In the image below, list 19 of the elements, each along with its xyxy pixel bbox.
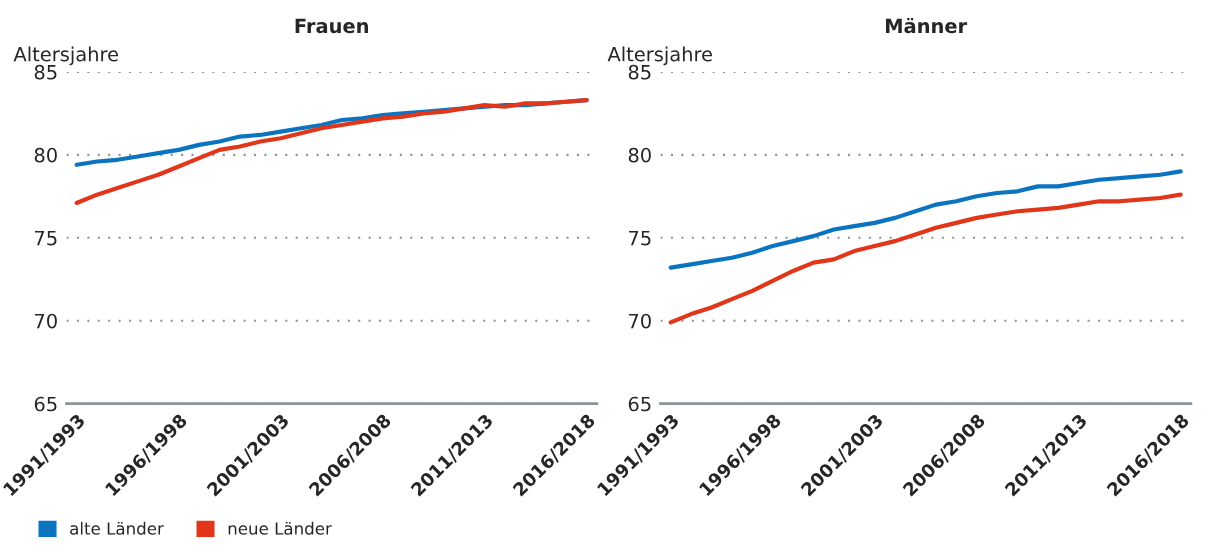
line-series bbox=[668, 192, 1183, 325]
y-tick-label: 75 bbox=[35, 231, 57, 246]
line-series bbox=[74, 98, 589, 206]
y-axis-title: Altersjahre bbox=[607, 46, 713, 66]
y-tick-label: 65 bbox=[34, 396, 57, 412]
y-tick-label: 75 bbox=[629, 231, 651, 246]
y-axis-title: Altersjahre bbox=[13, 46, 118, 66]
y-tick-label: 85 bbox=[34, 64, 57, 80]
y-tick-label: 80 bbox=[34, 147, 57, 163]
line-series bbox=[668, 169, 1183, 270]
y-tick-label: 65 bbox=[628, 396, 651, 412]
legend-label: alte Länder bbox=[70, 521, 164, 535]
y-tick-label: 80 bbox=[628, 147, 651, 163]
y-tick-label: 85 bbox=[628, 64, 651, 80]
y-tick-label: 70 bbox=[35, 313, 57, 329]
chart-title: Frauen bbox=[295, 18, 368, 34]
chart-title: Männer bbox=[886, 17, 968, 34]
legend-label: neue Länder bbox=[228, 521, 332, 535]
y-tick-label: 70 bbox=[629, 313, 651, 329]
